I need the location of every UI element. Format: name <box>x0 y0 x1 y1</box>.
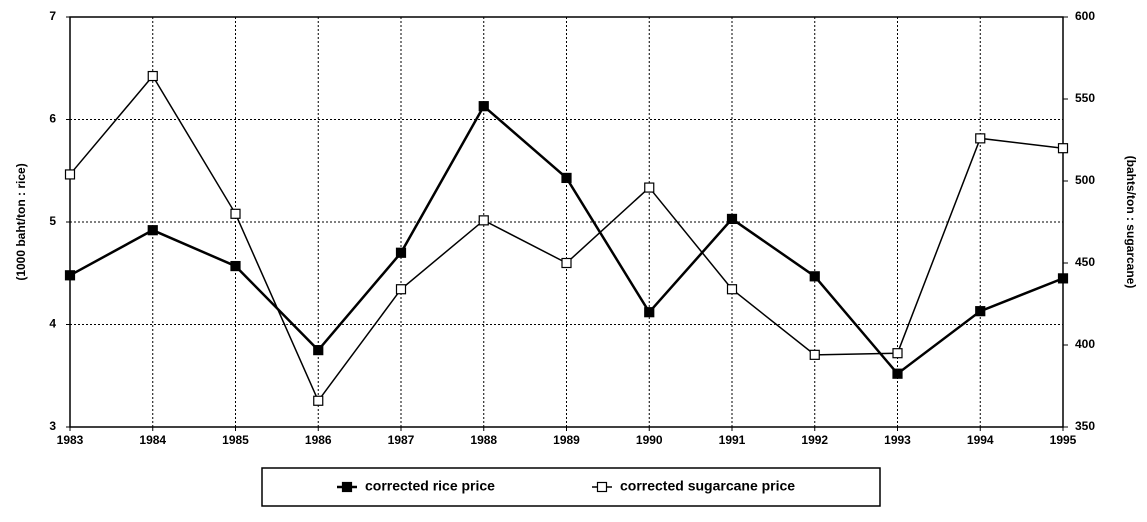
x-tick-label: 1984 <box>139 433 166 447</box>
point-marker <box>478 215 489 226</box>
point-marker <box>561 257 572 269</box>
point-marker <box>230 208 241 219</box>
x-tick-label: 1989 <box>553 433 580 447</box>
legend-marker <box>596 481 608 493</box>
x-tick-label: 1994 <box>967 433 994 447</box>
x-tick-label: 1990 <box>636 433 663 447</box>
point-marker <box>230 260 241 272</box>
point-marker <box>726 284 738 295</box>
point-marker <box>147 70 158 82</box>
point-marker <box>975 133 986 144</box>
y2-tick-label: 550 <box>1075 91 1095 105</box>
point-marker <box>313 345 324 356</box>
point-marker <box>1057 143 1069 154</box>
y2-axis-label: (bahts/ton : sugarcane) <box>1124 156 1138 289</box>
y-tick-label: 5 <box>49 214 56 228</box>
point-marker <box>892 348 903 359</box>
x-tick-label: 1991 <box>719 433 746 447</box>
y2-tick-label: 450 <box>1075 255 1095 269</box>
point-marker <box>64 169 76 180</box>
y-tick-label: 3 <box>49 419 56 433</box>
y-tick-label: 7 <box>49 9 56 23</box>
x-tick-label: 1992 <box>801 433 828 447</box>
point-marker <box>395 247 407 258</box>
x-tick-label: 1986 <box>305 433 332 447</box>
x-tick-label: 1983 <box>57 433 84 447</box>
x-tick-label: 1988 <box>470 433 497 447</box>
point-marker <box>395 284 407 295</box>
y2-tick-label: 350 <box>1075 419 1095 433</box>
point-marker <box>644 307 655 318</box>
point-marker <box>892 368 903 379</box>
point-marker <box>809 349 820 360</box>
legend-box <box>261 467 881 507</box>
point-marker <box>561 172 572 184</box>
x-tick-label: 1987 <box>388 433 415 447</box>
legend-label: corrected rice price <box>365 478 495 494</box>
y2-tick-label: 400 <box>1075 337 1095 351</box>
x-tick-label: 1993 <box>884 433 911 447</box>
x-tick-label: 1995 <box>1050 433 1077 447</box>
y2-tick-label: 500 <box>1075 173 1095 187</box>
point-marker <box>478 101 489 112</box>
plot-frame <box>69 16 1064 428</box>
point-marker <box>64 270 76 281</box>
y-tick-label: 6 <box>49 112 56 126</box>
point-marker <box>726 213 738 225</box>
point-marker <box>313 395 324 406</box>
legend-marker <box>341 481 353 493</box>
legend-label: corrected sugarcane price <box>620 478 795 494</box>
point-marker <box>644 182 655 193</box>
point-marker <box>809 271 820 282</box>
point-marker <box>975 306 986 317</box>
y-tick-label: 4 <box>49 317 56 331</box>
y-axis-label: (1000 baht/ton : rice) <box>14 163 28 280</box>
x-tick-label: 1985 <box>222 433 249 447</box>
y2-tick-label: 600 <box>1075 9 1095 23</box>
point-marker <box>1057 273 1069 284</box>
point-marker <box>147 225 158 236</box>
